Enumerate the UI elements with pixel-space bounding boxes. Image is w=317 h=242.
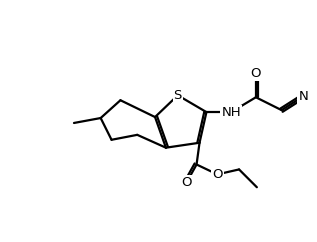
Text: NH: NH bbox=[221, 106, 241, 119]
Text: S: S bbox=[174, 89, 182, 102]
Text: O: O bbox=[212, 168, 223, 181]
Text: O: O bbox=[181, 176, 192, 189]
Text: O: O bbox=[251, 67, 261, 80]
Text: N: N bbox=[298, 90, 308, 103]
